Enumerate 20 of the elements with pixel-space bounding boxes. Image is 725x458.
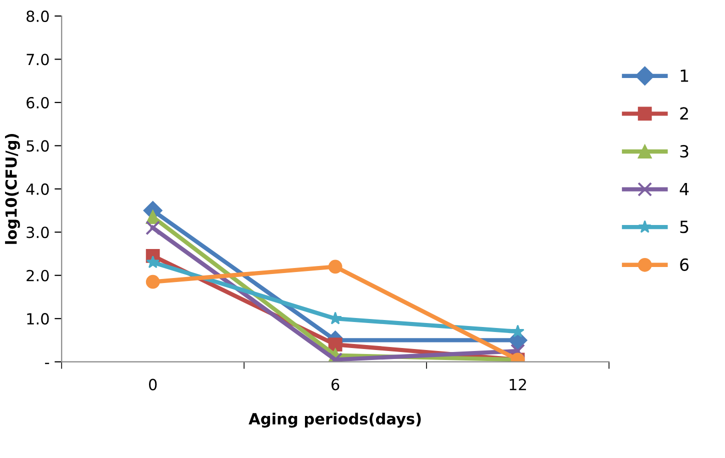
y-tick-label: 6.0 xyxy=(26,96,49,108)
y-tick-label: 3.0 xyxy=(26,226,49,238)
legend-label: 3 xyxy=(680,144,688,158)
y-tick-label: 1.0 xyxy=(27,313,49,325)
y-tick-label: 4.0 xyxy=(26,183,49,195)
y-axis-title: log10(CFU/g) xyxy=(5,134,20,244)
y-tick-label: 8.0 xyxy=(26,10,49,22)
legend-label: 4 xyxy=(680,182,689,196)
legend-label: 1 xyxy=(680,70,688,82)
y-tick-label: 7.0 xyxy=(26,54,49,66)
y-tick-label: - xyxy=(45,362,50,364)
legend-label: 5 xyxy=(680,220,688,234)
x-tick-label: 0 xyxy=(149,378,157,390)
legend-label: 2 xyxy=(680,107,688,120)
x-axis-title: Aging periods(days) xyxy=(248,412,421,428)
y-tick-label: 2.0 xyxy=(26,270,49,282)
x-tick-label: 6 xyxy=(332,378,340,390)
y-tick-label: 5.0 xyxy=(26,140,49,152)
legend-label: 6 xyxy=(680,258,689,271)
x-tick-label: 12 xyxy=(510,378,526,390)
